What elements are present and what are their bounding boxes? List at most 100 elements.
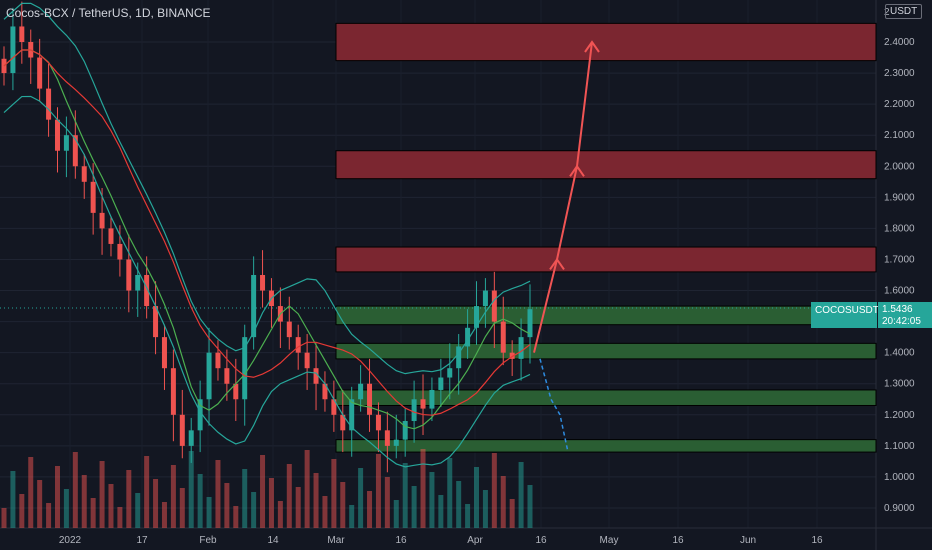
- volume-bar: [1, 508, 7, 528]
- volume-bar: [108, 484, 114, 528]
- volume-bar: [224, 483, 230, 528]
- volume-bar: [37, 480, 43, 528]
- volume-bar: [19, 494, 25, 528]
- candle-body: [402, 421, 408, 440]
- candle-body: [197, 399, 203, 431]
- candle-body: [161, 337, 167, 369]
- candle-body: [286, 321, 292, 338]
- x-tick-label: 14: [267, 535, 279, 546]
- candle-body: [81, 166, 87, 182]
- volume-bar: [375, 454, 381, 528]
- volume-bar: [268, 478, 274, 528]
- candle-body: [117, 243, 123, 260]
- volume-bar: [313, 473, 319, 528]
- volume-bar: [260, 455, 266, 528]
- last-price-value: 1.5436: [882, 304, 913, 315]
- support-zone: [335, 305, 877, 326]
- volume-bar: [349, 505, 355, 528]
- y-tick-label: 1.7000: [884, 254, 915, 265]
- candle-body: [188, 430, 194, 446]
- volume-bar: [518, 462, 524, 528]
- volume-bar: [393, 500, 399, 528]
- candle-body: [438, 377, 444, 390]
- y-tick-label: 1.8000: [884, 223, 915, 234]
- x-tick-label: 17: [136, 535, 148, 546]
- x-tick-label: May: [600, 535, 619, 546]
- resistance-zone: [335, 22, 877, 62]
- candle-body: [304, 352, 310, 369]
- bar-countdown: 20:42:05: [882, 316, 921, 327]
- volume-bar: [527, 485, 533, 528]
- volume-bar: [358, 468, 364, 528]
- volume-bar: [286, 464, 292, 528]
- volume-bar: [188, 451, 194, 528]
- volume-bar: [438, 495, 444, 528]
- candle-body: [233, 383, 239, 400]
- x-tick-label: Apr: [467, 535, 483, 546]
- candle-body: [429, 389, 435, 409]
- volume-bar: [63, 489, 69, 528]
- candle-body: [340, 414, 346, 431]
- candle-body: [251, 275, 257, 338]
- arrow-head: [569, 164, 585, 177]
- candle-body: [99, 212, 105, 229]
- candle-body: [72, 135, 78, 167]
- candle-body: [349, 399, 355, 431]
- y-tick-label: 2.3000: [884, 68, 915, 79]
- ma-short: [3, 49, 531, 430]
- y-tick-label: 2: [884, 7, 890, 18]
- arrow-head: [584, 40, 600, 53]
- volume-bar: [411, 486, 417, 528]
- volume-bar: [81, 475, 87, 528]
- volume-bar: [447, 458, 453, 528]
- x-tick-label: Mar: [327, 535, 345, 546]
- volume-bar: [340, 482, 346, 528]
- volume-bar: [54, 466, 60, 528]
- candle-body: [491, 290, 497, 322]
- candle-body: [179, 414, 185, 446]
- x-tick-label: 2022: [59, 535, 82, 546]
- candle-body: [260, 275, 266, 291]
- candle-body: [206, 352, 212, 400]
- candle-body: [170, 368, 176, 415]
- resistance-zone: [335, 150, 877, 180]
- support-zone: [335, 389, 877, 406]
- candle-body: [135, 275, 141, 291]
- volume-bar: [215, 460, 221, 528]
- candle-body: [37, 57, 43, 89]
- volume-bar: [491, 453, 497, 528]
- y-tick-label: 1.6000: [884, 286, 915, 297]
- resistance-zone: [335, 246, 877, 273]
- unit-label[interactable]: USDT: [885, 4, 923, 19]
- candle-body: [509, 352, 515, 359]
- volume-bar: [482, 490, 488, 528]
- volume-bar: [474, 467, 480, 528]
- x-tick-label: Feb: [199, 535, 217, 546]
- candle-body: [224, 368, 230, 384]
- y-tick-label: 0.9000: [884, 503, 915, 514]
- candle-body: [367, 383, 373, 415]
- volume-bar: [135, 493, 141, 528]
- volume-bar: [456, 481, 462, 528]
- arrow-head: [549, 257, 565, 271]
- y-tick-label: 1.3000: [884, 379, 915, 390]
- symbol-tag: COCOSUSDT: [811, 302, 879, 328]
- y-tick-label: 1.9000: [884, 192, 915, 203]
- candle-body: [358, 383, 364, 400]
- candle-body: [295, 337, 301, 353]
- volume-bar: [420, 449, 426, 528]
- volume-bar: [90, 498, 96, 528]
- volume-bar: [126, 470, 132, 528]
- candle-body: [331, 399, 337, 415]
- volume-bar: [304, 450, 310, 528]
- candle-body: [19, 26, 25, 42]
- candle-body: [384, 430, 390, 446]
- volume-bar: [465, 504, 471, 528]
- volume-bar: [28, 457, 34, 528]
- volume-bar: [99, 461, 105, 528]
- chart-title: Cocos-BCX / TetherUS, 1D, BINANCE: [6, 6, 211, 20]
- x-tick-label: Jun: [740, 535, 756, 546]
- volume-bar: [367, 491, 373, 528]
- volume-bar: [331, 459, 337, 528]
